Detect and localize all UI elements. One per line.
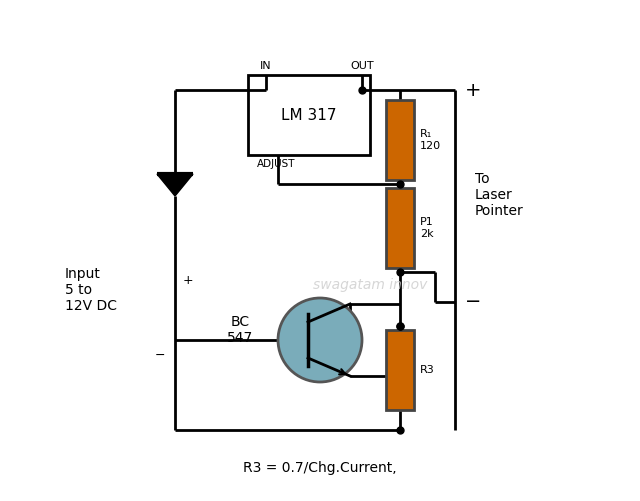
- Text: IN: IN: [260, 61, 272, 71]
- Text: R₁
120: R₁ 120: [420, 129, 441, 151]
- Polygon shape: [157, 174, 193, 196]
- Bar: [248, 75, 370, 155]
- Text: P1
2k: P1 2k: [420, 217, 434, 239]
- Text: swagatam innov: swagatam innov: [313, 278, 427, 292]
- Text: OUT: OUT: [350, 61, 374, 71]
- Text: Input
5 to
12V DC: Input 5 to 12V DC: [65, 267, 117, 313]
- Text: R3 = 0.7/Chg.Current,: R3 = 0.7/Chg.Current,: [243, 461, 397, 475]
- Bar: [386, 100, 414, 180]
- Text: To
Laser
Pointer: To Laser Pointer: [475, 172, 524, 218]
- Bar: [386, 188, 414, 268]
- Bar: [386, 330, 414, 410]
- Circle shape: [278, 298, 362, 382]
- Text: +: +: [465, 81, 481, 100]
- Text: +: +: [183, 274, 194, 287]
- Text: LM 317: LM 317: [281, 108, 337, 123]
- Text: ADJUST: ADJUST: [257, 159, 295, 169]
- Text: −: −: [465, 293, 481, 312]
- Text: R3: R3: [420, 365, 435, 375]
- Text: BC
547: BC 547: [227, 315, 253, 345]
- Text: −: −: [155, 349, 166, 362]
